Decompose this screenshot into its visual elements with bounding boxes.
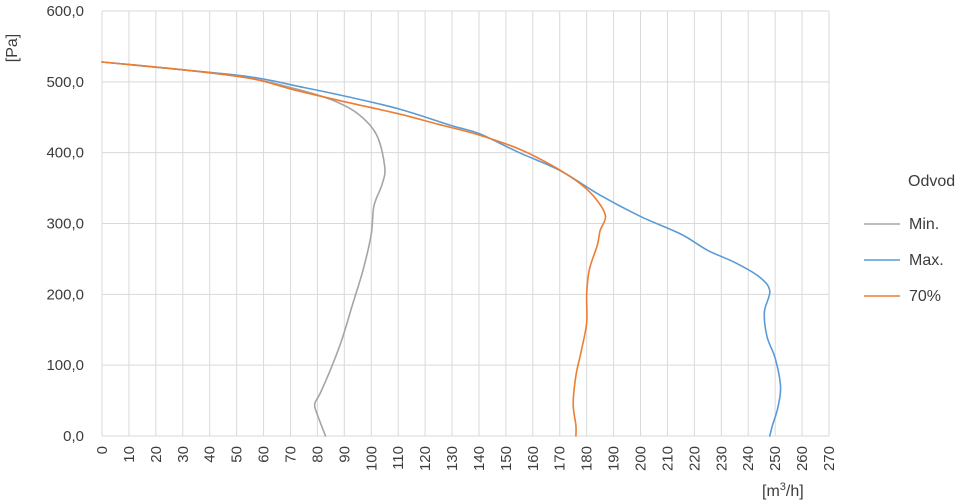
x-tick-label: 100 [363, 446, 380, 471]
grid [101, 10, 830, 437]
x-tick-label: 150 [498, 446, 515, 471]
x-tick-label: 160 [525, 446, 542, 471]
legend-item: Max. [864, 252, 944, 269]
series-line-70 [101, 61, 607, 437]
y-tick-label: 400,0 [46, 145, 84, 162]
x-tick-label: 120 [417, 446, 434, 471]
x-tick-label: 50 [229, 446, 246, 463]
x-tick-label: 40 [202, 446, 219, 463]
x-tick-label: 180 [579, 446, 596, 471]
y-tick-label: 0,0 [63, 428, 84, 445]
legend-title: Odvod [908, 173, 955, 190]
x-tick-label: 230 [713, 446, 730, 471]
y-tick-label: 100,0 [46, 357, 84, 374]
y-axis-label: [Pa] [4, 34, 21, 62]
x-tick-label: 260 [794, 446, 811, 471]
legend-items: Min. Max. 70% [864, 216, 944, 305]
x-tick-label: 80 [309, 446, 326, 463]
x-tick-label: 270 [821, 446, 838, 471]
y-tick-label: 200,0 [46, 286, 84, 303]
legend-label: 70% [909, 288, 941, 305]
x-tick-label: 110 [390, 446, 407, 470]
x-tick-label: 60 [256, 446, 273, 463]
x-tick-label: 20 [148, 446, 165, 463]
x-tick-label: 250 [767, 446, 784, 471]
x-tick-label: 190 [606, 446, 623, 471]
y-tick-label: 500,0 [46, 74, 84, 91]
x-axis-label: [m3/h] [762, 481, 804, 500]
x-tick-label: 200 [633, 446, 650, 471]
x-tick-label: 240 [740, 446, 757, 471]
series-line-max [101, 61, 782, 437]
y-axis-ticks: 0,0 100,0 200,0 300,0 400,0 500,0 600,0 [46, 3, 84, 445]
series-lines [101, 61, 782, 437]
x-tick-label: 220 [686, 446, 703, 471]
legend-label: Max. [909, 252, 944, 269]
x-tick-label: 140 [471, 446, 488, 471]
x-tick-label: 0 [94, 446, 111, 454]
x-tick-label: 90 [336, 446, 353, 463]
x-tick-label: 170 [552, 446, 569, 471]
y-tick-label: 300,0 [46, 216, 84, 233]
x-axis-label-sup: 3 [780, 481, 786, 493]
x-tick-label: 130 [444, 446, 461, 471]
x-tick-label: 30 [175, 446, 192, 463]
x-axis-ticks: 0 10 20 30 40 50 60 70 80 90 100 110 120 130 140 150 160… [94, 446, 838, 471]
legend-item: Min. [864, 216, 939, 233]
x-axis-label-base: [m [762, 483, 780, 500]
y-tick-label: 600,0 [46, 3, 84, 20]
x-tick-label: 70 [282, 446, 299, 463]
x-tick-label: 10 [121, 446, 138, 463]
series-line-min [101, 61, 386, 437]
x-axis-label-end: /h] [786, 483, 804, 500]
legend-label: Min. [909, 216, 939, 233]
legend-item: 70% [864, 288, 941, 305]
x-tick-label: 210 [659, 446, 676, 471]
legend: Odvod Min. Max. 70% [864, 173, 955, 305]
